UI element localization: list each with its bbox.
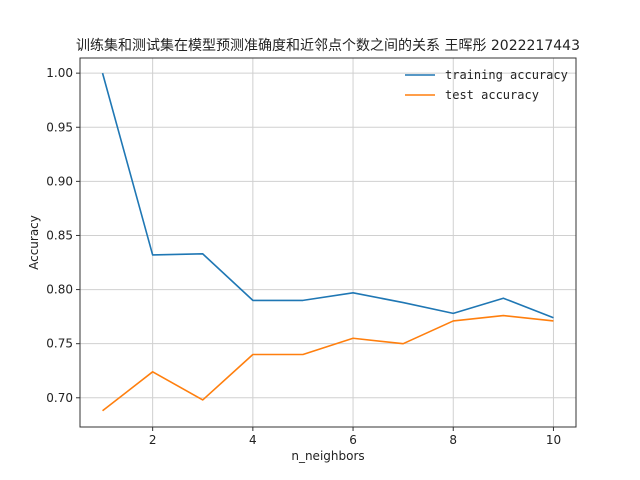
y-tick-label: 1.00 — [46, 66, 73, 80]
series-lines — [101, 72, 554, 412]
y-tick-label: 0.70 — [46, 391, 73, 405]
x-tick-label: 10 — [546, 433, 561, 447]
chart-title: 训练集和测试集在模型预测准确度和近邻点个数之间的关系 王晖彤 202221744… — [76, 37, 580, 54]
plot-area-frame — [79, 57, 577, 428]
axis-ticks: 2 4 6 8 10 0.70 0.75 0.80 0.85 0.90 0.95 1.00 — [46, 66, 561, 447]
x-tick-label: 2 — [149, 433, 157, 447]
legend-label: training accuracy — [445, 68, 568, 82]
grid-lines — [80, 58, 576, 427]
y-tick-label: 0.90 — [46, 174, 73, 188]
x-axis-label: n_neighbors — [291, 449, 364, 463]
y-tick-label: 0.80 — [46, 283, 73, 297]
legend: training accuracy test accuracy — [405, 68, 568, 102]
y-tick-label: 0.85 — [46, 228, 73, 242]
y-tick-label: 0.95 — [46, 120, 73, 134]
training-accuracy-line — [101, 72, 554, 319]
x-tick-label: 6 — [349, 433, 357, 447]
y-axis-label: Accuracy — [27, 215, 41, 270]
test-accuracy-line — [102, 314, 554, 412]
legend-label: test accuracy — [445, 88, 539, 102]
x-tick-label: 8 — [449, 433, 457, 447]
y-tick-label: 0.75 — [46, 337, 73, 351]
x-tick-label: 4 — [249, 433, 257, 447]
